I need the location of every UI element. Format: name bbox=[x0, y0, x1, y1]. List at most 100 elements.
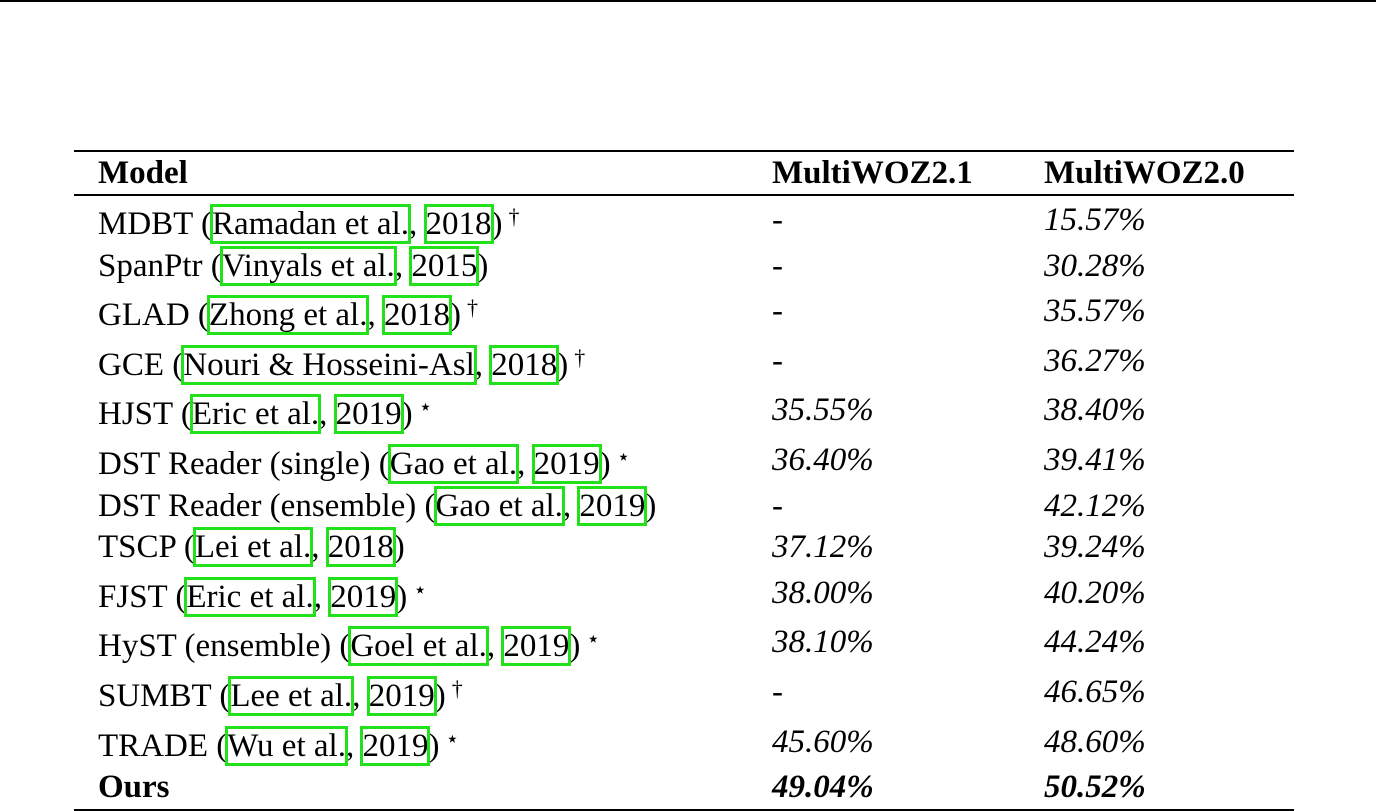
citation-close: ) bbox=[396, 578, 408, 615]
score-value: - bbox=[772, 673, 783, 710]
score-value: 37.12% bbox=[772, 529, 874, 566]
citation-separator: , bbox=[367, 297, 384, 334]
citation-year-link[interactable]: 2019 bbox=[366, 675, 437, 716]
score-value: - bbox=[772, 202, 783, 238]
citation-year-link[interactable]: 2019 bbox=[501, 626, 572, 667]
score-multiwoz20: 15.57% bbox=[1044, 195, 1294, 246]
score-multiwoz20: 48.60% bbox=[1044, 718, 1294, 768]
header-multiwoz20: MultiWOZ2.0 bbox=[1044, 155, 1245, 191]
citation-author-link[interactable]: Nouri & Hosseini-Asl bbox=[181, 344, 477, 385]
score-multiwoz21: - bbox=[772, 486, 1044, 528]
score-multiwoz21: 38.10% bbox=[772, 618, 1044, 668]
citation-separator: , bbox=[562, 487, 580, 524]
citation-separator: , bbox=[352, 677, 369, 714]
citation-author-link[interactable]: Lee et al. bbox=[228, 675, 355, 716]
model-cell: HyST (ensemble) (Goel et al., 2019) ⋆ bbox=[74, 618, 772, 668]
score-multiwoz21: 49.04% bbox=[772, 767, 1044, 810]
table-row: GLAD (Zhong et al., 2018) † -35.57% bbox=[74, 287, 1294, 337]
citation-year-link[interactable]: 2018 bbox=[325, 527, 396, 568]
model-name: HJST ( bbox=[98, 396, 192, 433]
model-cell: DST Reader (ensemble) (Gao et al., 2019) bbox=[74, 485, 772, 528]
citation-close: ) bbox=[393, 529, 405, 566]
score-value: 50.52% bbox=[1044, 769, 1146, 806]
score-value: - bbox=[772, 293, 783, 330]
footnote-mark: ⋆ bbox=[413, 576, 427, 602]
citation-year-link[interactable]: 2019 bbox=[333, 394, 404, 435]
citation-author-link[interactable]: Eric et al. bbox=[184, 576, 316, 617]
citation-author-link[interactable]: Eric et al. bbox=[189, 394, 322, 435]
score-value: 39.24% bbox=[1044, 529, 1146, 566]
citation-year-link[interactable]: 2019 bbox=[531, 443, 602, 484]
citation-author-link[interactable]: Gao et al. bbox=[387, 443, 520, 484]
score-value: 15.57% bbox=[1044, 202, 1146, 238]
score-value: 49.04% bbox=[772, 769, 874, 806]
score-multiwoz20: 38.40% bbox=[1044, 386, 1294, 436]
model-name: Ours bbox=[98, 769, 170, 806]
model-name: SUMBT ( bbox=[98, 677, 231, 714]
score-multiwoz20: 35.57% bbox=[1044, 287, 1294, 337]
citation-year-link[interactable]: 2018 bbox=[423, 204, 494, 244]
model-cell: FJST (Eric et al., 2019) ⋆ bbox=[74, 569, 772, 619]
score-multiwoz20: 50.52% bbox=[1044, 767, 1294, 810]
citation-year-link[interactable]: 2018 bbox=[381, 295, 452, 336]
model-name: TSCP ( bbox=[98, 529, 195, 566]
model-cell: GCE (Nouri & Hosseini-Asl, 2018) † bbox=[74, 337, 772, 387]
score-multiwoz20: 46.65% bbox=[1044, 668, 1294, 718]
score-multiwoz21: 35.55% bbox=[772, 386, 1044, 436]
model-cell: DST Reader (single) (Gao et al., 2019) ⋆ bbox=[74, 436, 772, 486]
model-name: GCE ( bbox=[98, 346, 184, 383]
header-multiwoz21: MultiWOZ2.1 bbox=[772, 155, 973, 191]
footnote-mark: † bbox=[574, 344, 586, 370]
citation-author-link[interactable]: Zhong et al. bbox=[206, 295, 370, 336]
model-name: GLAD ( bbox=[98, 297, 209, 334]
model-name: MDBT ( bbox=[98, 206, 212, 242]
score-value: 39.41% bbox=[1044, 441, 1146, 478]
table-row: HJST (Eric et al., 2019) ⋆ 35.55% 38.40% bbox=[74, 386, 1294, 436]
citation-author-link[interactable]: Wu et al. bbox=[225, 725, 348, 766]
citation-author-link[interactable]: Gao et al. bbox=[433, 485, 565, 526]
citation-separator: , bbox=[311, 529, 328, 566]
footnote-mark: ⋆ bbox=[445, 725, 460, 751]
footnote-mark: † bbox=[508, 204, 520, 229]
table-row: TRADE (Wu et al., 2019) ⋆ 45.60% 48.60% bbox=[74, 718, 1294, 768]
table-row: TSCP (Lei et al., 2018) 37.12% 39.24% bbox=[74, 527, 1294, 569]
score-value: 38.40% bbox=[1044, 392, 1146, 429]
citation-close: ) bbox=[491, 206, 503, 242]
citation-close: ) bbox=[428, 727, 440, 764]
citation-close: ) bbox=[569, 628, 581, 665]
citation-year-link[interactable]: 2018 bbox=[489, 344, 560, 385]
footnote-mark: † bbox=[466, 295, 478, 321]
citation-year-link[interactable]: 2019 bbox=[328, 576, 399, 617]
model-cell: SUMBT (Lee et al., 2019) † bbox=[74, 668, 772, 718]
score-multiwoz21: - bbox=[772, 287, 1044, 337]
citation-separator: , bbox=[319, 396, 336, 433]
score-value: - bbox=[772, 342, 783, 379]
citation-author-link[interactable]: Lei et al. bbox=[192, 527, 314, 568]
score-value: 36.40% bbox=[772, 441, 874, 478]
table-row: MDBT (Ramadan et al., 2018) † -15.57% bbox=[74, 195, 1294, 246]
model-cell: TSCP (Lei et al., 2018) bbox=[74, 527, 772, 569]
score-value: 44.24% bbox=[1044, 624, 1146, 661]
footnote-mark: ⋆ bbox=[616, 443, 631, 469]
score-multiwoz21: 45.60% bbox=[772, 718, 1044, 768]
model-name: DST Reader (ensemble) ( bbox=[98, 487, 436, 524]
score-multiwoz20: 40.20% bbox=[1044, 569, 1294, 619]
citation-year-link[interactable]: 2015 bbox=[409, 245, 480, 286]
footnote-mark: ⋆ bbox=[586, 626, 601, 652]
citation-separator: , bbox=[474, 346, 492, 383]
model-name: TRADE ( bbox=[98, 727, 228, 764]
citation-author-link[interactable]: Ramadan et al. bbox=[209, 204, 412, 244]
table-row: GCE (Nouri & Hosseini-Asl, 2018) † - 36.27% bbox=[74, 337, 1294, 387]
table-row: SpanPtr (Vinyals et al., 2015) -30.28% bbox=[74, 245, 1294, 288]
score-multiwoz21: - bbox=[772, 337, 1044, 387]
model-cell: SpanPtr (Vinyals et al., 2015) bbox=[74, 245, 772, 288]
citation-author-link[interactable]: Goel et al. bbox=[348, 626, 489, 667]
score-value: 38.00% bbox=[772, 574, 874, 611]
citation-year-link[interactable]: 2019 bbox=[360, 725, 431, 766]
score-multiwoz20: 42.12% bbox=[1044, 486, 1294, 528]
citation-author-link[interactable]: Vinyals et al. bbox=[219, 245, 397, 286]
score-multiwoz20: 39.24% bbox=[1044, 527, 1294, 569]
citation-year-link[interactable]: 2019 bbox=[577, 485, 648, 526]
score-value: 36.27% bbox=[1044, 342, 1146, 379]
score-multiwoz21: 36.40% bbox=[772, 436, 1044, 486]
